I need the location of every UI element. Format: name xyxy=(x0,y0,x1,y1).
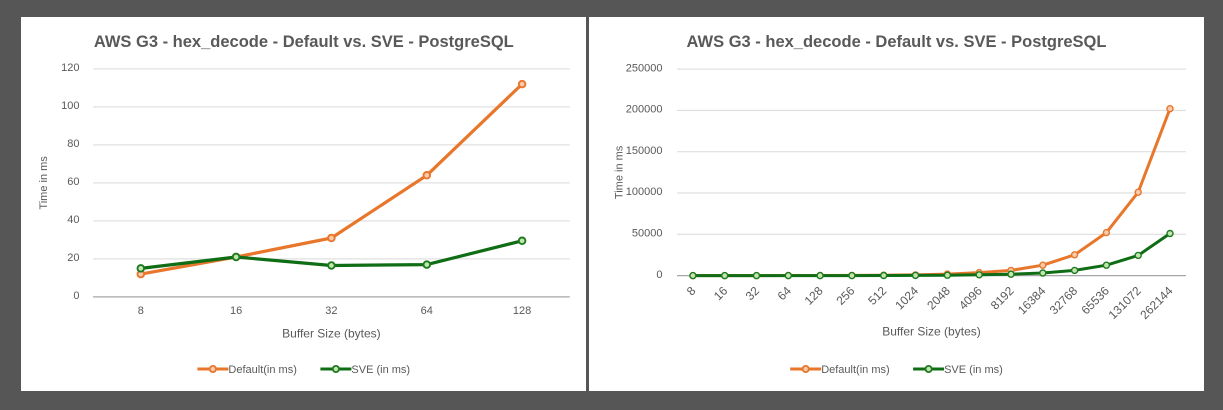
svg-text:AWS G3 - hex_decode - Default: AWS G3 - hex_decode - Default vs. SVE - … xyxy=(93,33,513,51)
svg-text:64: 64 xyxy=(420,305,432,317)
svg-text:64: 64 xyxy=(774,283,794,303)
svg-text:40: 40 xyxy=(67,214,79,226)
svg-text:50000: 50000 xyxy=(631,228,662,240)
svg-text:Time in ms: Time in ms xyxy=(613,145,625,199)
svg-text:8192: 8192 xyxy=(987,283,1016,312)
svg-text:32768: 32768 xyxy=(1046,283,1080,317)
svg-text:256: 256 xyxy=(833,283,857,307)
svg-text:2048: 2048 xyxy=(924,283,953,312)
svg-text:Time in ms: Time in ms xyxy=(38,156,50,210)
svg-text:AWS G3 - hex_decode - Default: AWS G3 - hex_decode - Default vs. SVE - … xyxy=(686,33,1106,51)
svg-text:120: 120 xyxy=(61,62,79,74)
svg-text:20: 20 xyxy=(67,252,79,264)
svg-text:8: 8 xyxy=(137,305,143,317)
svg-text:262144: 262144 xyxy=(1137,283,1175,321)
svg-text:SVE (in ms): SVE (in ms) xyxy=(351,364,410,376)
svg-text:131072: 131072 xyxy=(1105,283,1143,321)
svg-text:32: 32 xyxy=(325,305,337,317)
svg-text:8: 8 xyxy=(683,284,698,299)
svg-text:128: 128 xyxy=(801,283,825,307)
svg-text:16384: 16384 xyxy=(1014,283,1048,317)
svg-text:16: 16 xyxy=(710,283,730,303)
svg-text:Default(in ms): Default(in ms) xyxy=(228,364,296,376)
svg-text:512: 512 xyxy=(865,283,889,307)
svg-text:80: 80 xyxy=(67,138,79,150)
svg-text:Default(in ms): Default(in ms) xyxy=(821,364,889,376)
svg-text:100000: 100000 xyxy=(625,186,662,198)
svg-text:150000: 150000 xyxy=(625,145,662,157)
svg-text:Buffer Size (bytes): Buffer Size (bytes) xyxy=(282,327,380,341)
svg-text:0: 0 xyxy=(73,290,79,302)
svg-text:128: 128 xyxy=(512,305,530,317)
svg-text:Buffer Size (bytes): Buffer Size (bytes) xyxy=(882,325,980,339)
svg-text:32: 32 xyxy=(742,283,762,303)
svg-text:250000: 250000 xyxy=(625,62,662,74)
svg-text:SVE (in ms): SVE (in ms) xyxy=(944,364,1003,376)
svg-text:60: 60 xyxy=(67,176,79,188)
svg-text:200000: 200000 xyxy=(625,104,662,116)
svg-text:16: 16 xyxy=(229,305,241,317)
svg-text:0: 0 xyxy=(656,269,662,281)
svg-text:4096: 4096 xyxy=(956,283,985,312)
svg-text:1024: 1024 xyxy=(892,283,921,312)
svg-text:100: 100 xyxy=(61,100,79,112)
